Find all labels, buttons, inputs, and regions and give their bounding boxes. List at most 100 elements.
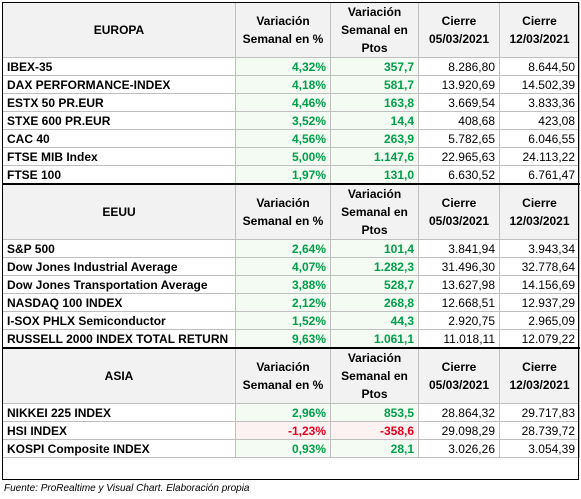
index-name: NIKKEI 225 INDEX <box>2 403 236 422</box>
weekly-pts-change: 44,3 <box>330 311 419 330</box>
weekly-pct-change: 2,12% <box>235 293 331 312</box>
index-name: I-SOX PHLX Semiconductor <box>2 311 236 330</box>
close-05-03-2021: 28.864,32 <box>418 403 500 422</box>
weekly-pct-change: 2,64% <box>235 239 331 258</box>
section-header-europa: EUROPA Variación Semanal en % Variación Se… <box>2 2 580 58</box>
weekly-pts-change: 357,7 <box>330 57 419 76</box>
header-close-curr: Cierre 12/03/2021 <box>499 347 580 404</box>
close-12-03-2021: 3.054,39 <box>499 439 580 458</box>
index-name: HSI INDEX <box>2 421 236 440</box>
weekly-pct-change: 3,52% <box>235 111 331 130</box>
weekly-pct-change: 4,32% <box>235 57 331 76</box>
source-note: Fuente: ProRealtime y Visual Chart. Elab… <box>4 483 250 494</box>
close-05-03-2021: 3.026,26 <box>418 439 500 458</box>
header-close-prev: Cierre 05/03/2021 <box>418 2 500 58</box>
weekly-pts-change: 131,0 <box>330 165 419 185</box>
weekly-pct-change: 2,96% <box>235 403 331 422</box>
table-row: I-SOX PHLX Semiconductor 1,52% 44,3 2.920,7… <box>2 311 580 330</box>
weekly-pts-change: 101,4 <box>330 239 419 258</box>
weekly-pts-change: 1.282,3 <box>330 257 419 276</box>
header-close-curr: Cierre 12/03/2021 <box>499 183 580 240</box>
close-05-03-2021: 11.018,11 <box>418 329 500 349</box>
weekly-pct-change: 0,93% <box>235 439 331 458</box>
close-12-03-2021: 6.046,55 <box>499 129 580 148</box>
index-name: NASDAQ 100 INDEX <box>2 293 236 312</box>
close-05-03-2021: 31.496,30 <box>418 257 500 276</box>
weekly-pct-change: 4,56% <box>235 129 331 148</box>
market-table: EUROPA Variación Semanal en % Variación Se… <box>2 2 580 458</box>
region-label: EEUU <box>2 183 236 240</box>
table-row: STXE 600 PR.EUR 3,52% 14,4 408,68 423,08 <box>2 111 580 130</box>
close-05-03-2021: 3.669,54 <box>418 93 500 112</box>
table-row: RUSSELL 2000 INDEX TOTAL RETURN 9,63% 1.06… <box>2 329 580 349</box>
market-table-body: EUROPA Variación Semanal en % Variación Se… <box>2 2 580 458</box>
weekly-pts-change: 28,1 <box>330 439 419 458</box>
table-row: FTSE MIB Index 5,00% 1.147,6 22.965,63 24.11… <box>2 147 580 166</box>
close-12-03-2021: 28.739,72 <box>499 421 580 440</box>
close-05-03-2021: 3.841,94 <box>418 239 500 258</box>
table-row: DAX PERFORMANCE-INDEX 4,18% 581,7 13.920,69… <box>2 75 580 94</box>
close-05-03-2021: 8.286,80 <box>418 57 500 76</box>
weekly-pts-change: 1.061,1 <box>330 329 419 349</box>
index-name: FTSE MIB Index <box>2 147 236 166</box>
weekly-pts-change: 14,4 <box>330 111 419 130</box>
weekly-pct-change: 3,88% <box>235 275 331 294</box>
header-weekly-pct: Variación Semanal en % <box>235 183 331 240</box>
close-12-03-2021: 3.943,34 <box>499 239 580 258</box>
close-12-03-2021: 2.965,09 <box>499 311 580 330</box>
close-12-03-2021: 14.502,39 <box>499 75 580 94</box>
section-header-asia: ASIA Variación Semanal en % Variación Sema… <box>2 347 580 404</box>
region-label: EUROPA <box>2 2 236 58</box>
close-12-03-2021: 24.113,22 <box>499 147 580 166</box>
region-label: ASIA <box>2 347 236 404</box>
header-close-curr: Cierre 12/03/2021 <box>499 2 580 58</box>
table-row: NASDAQ 100 INDEX 2,12% 268,8 12.668,51 12.93… <box>2 293 580 312</box>
close-12-03-2021: 12.937,29 <box>499 293 580 312</box>
close-05-03-2021: 5.782,65 <box>418 129 500 148</box>
table-row: KOSPI Composite INDEX 0,93% 28,1 3.026,26 3.… <box>2 439 580 458</box>
table-row: IBEX-35 4,32% 357,7 8.286,80 8.644,50 <box>2 57 580 76</box>
weekly-pct-change: 1,52% <box>235 311 331 330</box>
index-name: FTSE 100 <box>2 165 236 185</box>
close-05-03-2021: 22.965,63 <box>418 147 500 166</box>
close-12-03-2021: 6.761,47 <box>499 165 580 185</box>
weekly-pct-change: 9,63% <box>235 329 331 349</box>
header-weekly-pts: Variación Semanal en Ptos <box>330 347 419 404</box>
table-row: NIKKEI 225 INDEX 2,96% 853,5 28.864,32 29.71… <box>2 403 580 422</box>
weekly-pct-change: 4,07% <box>235 257 331 276</box>
header-close-prev: Cierre 05/03/2021 <box>418 347 500 404</box>
weekly-pts-change: 581,7 <box>330 75 419 94</box>
table-row: Dow Jones Transportation Average 3,88% 528… <box>2 275 580 294</box>
weekly-pts-change: 268,8 <box>330 293 419 312</box>
index-name: RUSSELL 2000 INDEX TOTAL RETURN <box>2 329 236 349</box>
section-header-eeuu: EEUU Variación Semanal en % Variación Sema… <box>2 183 580 240</box>
header-weekly-pts: Variación Semanal en Ptos <box>330 2 419 58</box>
close-12-03-2021: 12.079,22 <box>499 329 580 349</box>
close-12-03-2021: 8.644,50 <box>499 57 580 76</box>
table-row: ESTX 50 PR.EUR 4,46% 163,8 3.669,54 3.833,36 <box>2 93 580 112</box>
close-05-03-2021: 408,68 <box>418 111 500 130</box>
index-name: CAC 40 <box>2 129 236 148</box>
close-12-03-2021: 32.778,64 <box>499 257 580 276</box>
index-name: Dow Jones Transportation Average <box>2 275 236 294</box>
table-row: HSI INDEX -1,23% -358,6 29.098,29 28.739,72 <box>2 421 580 440</box>
close-05-03-2021: 2.920,75 <box>418 311 500 330</box>
close-05-03-2021: 13.627,98 <box>418 275 500 294</box>
header-close-prev: Cierre 05/03/2021 <box>418 183 500 240</box>
index-name: S&P 500 <box>2 239 236 258</box>
close-05-03-2021: 6.630,52 <box>418 165 500 185</box>
weekly-pts-change: 1.147,6 <box>330 147 419 166</box>
close-05-03-2021: 29.098,29 <box>418 421 500 440</box>
weekly-pts-change: -358,6 <box>330 421 419 440</box>
close-12-03-2021: 3.833,36 <box>499 93 580 112</box>
index-name: ESTX 50 PR.EUR <box>2 93 236 112</box>
weekly-pct-change: 1,97% <box>235 165 331 185</box>
close-05-03-2021: 13.920,69 <box>418 75 500 94</box>
index-name: IBEX-35 <box>2 57 236 76</box>
header-weekly-pct: Variación Semanal en % <box>235 2 331 58</box>
weekly-pct-change: -1,23% <box>235 421 331 440</box>
index-name: Dow Jones Industrial Average <box>2 257 236 276</box>
weekly-pts-change: 853,5 <box>330 403 419 422</box>
weekly-pct-change: 4,46% <box>235 93 331 112</box>
close-05-03-2021: 12.668,51 <box>418 293 500 312</box>
